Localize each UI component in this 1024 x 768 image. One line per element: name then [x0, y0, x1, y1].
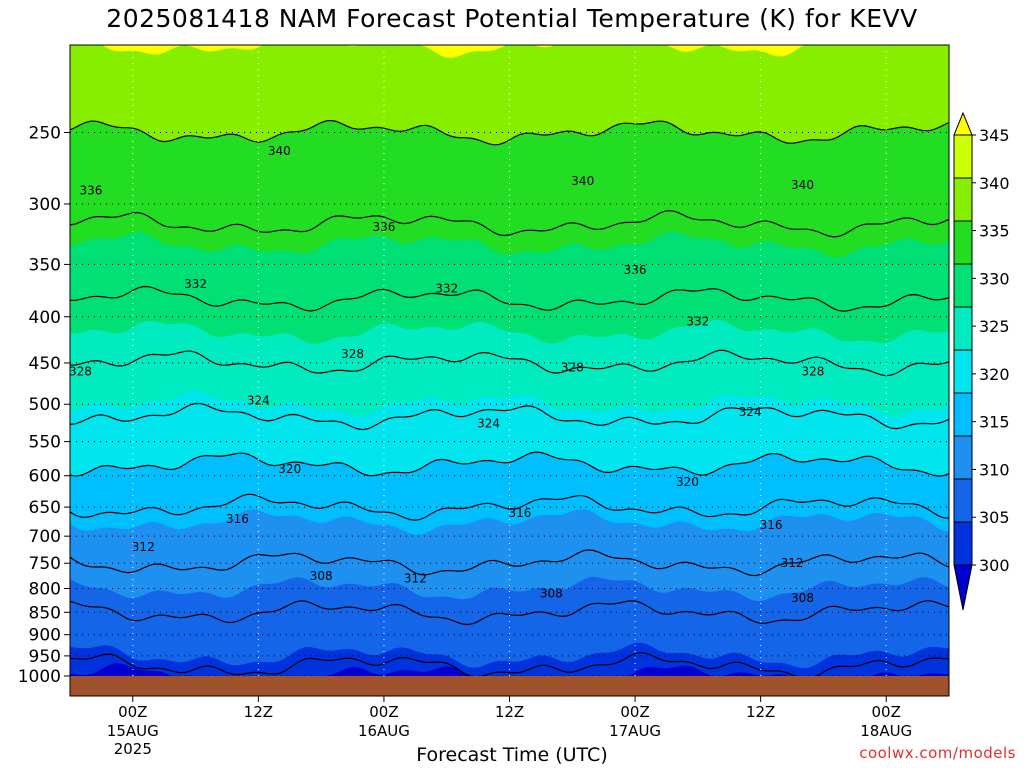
contour-328 [70, 349, 949, 377]
contour-label: 340 [268, 144, 291, 158]
contour-304 [70, 651, 949, 676]
x-tick-label: 12Z [495, 703, 524, 721]
colorbar-segment [953, 263, 973, 308]
contour-label: 316 [509, 506, 532, 520]
contour-324 [70, 402, 949, 431]
x-tick-label: 00Z [118, 703, 147, 721]
y-tick-label: 800 [29, 580, 61, 600]
y-tick-label: 750 [29, 554, 61, 574]
y-tick-label: 500 [29, 395, 61, 415]
x-tick-label: 16AUG [358, 722, 410, 740]
contour-label: 324 [739, 405, 762, 419]
colorbar-label: 325 [979, 317, 1010, 336]
x-tick-label: 17AUG [609, 722, 661, 740]
chart-title: 2025081418 NAM Forecast Potential Temper… [106, 4, 918, 33]
colorbar-segment [953, 306, 973, 351]
contour-340 [70, 119, 949, 146]
grid-lines [70, 45, 949, 696]
contour-label: 336 [624, 263, 647, 277]
colorbar-segment [953, 392, 973, 437]
x-tick-label: 00Z [620, 703, 649, 721]
x-tick-label: 12Z [244, 703, 273, 721]
y-tick-label: 600 [29, 467, 61, 487]
contour-label: 328 [561, 360, 584, 374]
colorbar-segment [953, 177, 973, 222]
contour-320 [70, 451, 949, 477]
contour-label: 340 [791, 178, 814, 192]
contour-312 [70, 549, 949, 577]
colorbar-segment [953, 349, 973, 394]
contour-label: 312 [132, 540, 155, 554]
contour-label: 312 [404, 572, 427, 586]
fill-band-below-310 [70, 576, 949, 676]
colorbar-label: 320 [979, 365, 1010, 384]
contour-label: 316 [760, 518, 783, 532]
contour-316 [70, 493, 949, 521]
credit-text: coolwx.com/models [859, 744, 1016, 762]
contour-label: 332 [184, 277, 207, 291]
x-tick-label: 00Z [872, 703, 901, 721]
contour-labels: 340 336 340 340 336 336 332 332 332 328 328 328 328 3… [69, 144, 825, 605]
contour-label: 328 [341, 347, 364, 361]
x-tick-label: 15AUG [107, 722, 159, 740]
x-tick-label: 00Z [369, 703, 398, 721]
contour-label: 336 [372, 220, 395, 234]
colorbar-label: 315 [979, 413, 1010, 432]
contour-label: 328 [69, 365, 92, 379]
theta-contour-lines [70, 119, 949, 676]
contour-label: 312 [781, 556, 804, 570]
colorbar-segment [953, 478, 973, 523]
ground-surface [70, 676, 949, 696]
colorbar-top-arrow [953, 111, 973, 136]
y-tick-label: 350 [29, 255, 61, 275]
y-tick-label: 850 [29, 603, 61, 623]
fill-band-below-300 [70, 663, 949, 676]
contour-label: 332 [686, 315, 709, 329]
y-tick-label: 1000 [18, 667, 61, 687]
colorbar-label: 345 [979, 126, 1010, 145]
x-axis-label: Forecast Time (UTC) [416, 744, 608, 766]
y-tick-label: 300 [29, 195, 61, 215]
colorbar-segment [953, 435, 973, 480]
y-tick-label: 700 [29, 527, 61, 547]
contour-label: 324 [477, 416, 500, 430]
colorbar-bottom-arrow [953, 564, 973, 611]
contour-label: 340 [571, 174, 594, 188]
contour-336 [70, 210, 949, 238]
colorbar-label: 340 [979, 174, 1010, 193]
y-tick-label: 650 [29, 498, 61, 518]
contour-308 [70, 600, 949, 626]
y-tick-label: 450 [29, 354, 61, 374]
contour-label: 328 [802, 365, 825, 379]
x-tick-label: 2025 [114, 740, 152, 758]
contour-label: 320 [278, 462, 301, 476]
colorbar-label: 300 [979, 556, 1010, 575]
colorbar-label: 305 [979, 508, 1010, 527]
colorbar-label: 310 [979, 460, 1010, 479]
contour-label: 308 [310, 569, 333, 583]
contour-label: 324 [247, 393, 270, 407]
colorbar-label: 330 [979, 269, 1010, 288]
y-tick-label: 900 [29, 626, 61, 646]
y-tick-label: 400 [29, 308, 61, 328]
colorbar-segment [953, 134, 973, 179]
colorbar-segment [953, 521, 973, 566]
y-tick-label: 950 [29, 647, 61, 667]
colorbar-label: 335 [979, 222, 1010, 241]
colorbar-segment [953, 220, 973, 265]
colorbar: 300 305 310 315 320 325 330 335 340 345 [953, 111, 1010, 611]
contour-label: 336 [79, 184, 102, 198]
contour-label: 308 [540, 586, 563, 600]
contour-label: 332 [435, 281, 458, 295]
contour-label: 316 [226, 512, 249, 526]
y-axis-ticks: 250 300 350 400 450 500 550 600 650 700 750 800 850 9… [18, 123, 70, 687]
y-tick-label: 250 [29, 123, 61, 143]
x-tick-label: 18AUG [860, 722, 912, 740]
y-tick-label: 550 [29, 433, 61, 453]
contour-label: 320 [676, 475, 699, 489]
contour-label: 308 [791, 591, 814, 605]
x-tick-label: 12Z [746, 703, 775, 721]
